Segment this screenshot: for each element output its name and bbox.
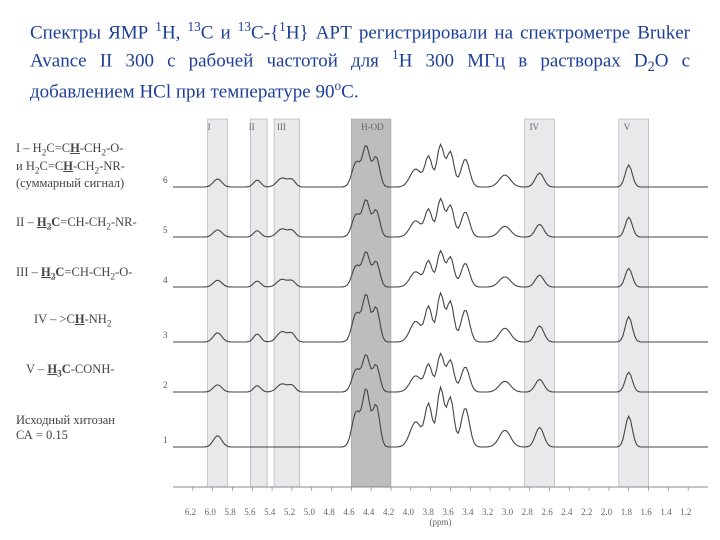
nmr-figure: I – H2C=CH-CH2-O-и H2C=CH-CH2-NR-(суммар… [8, 117, 712, 527]
x-tick: 4.0 [403, 507, 414, 517]
x-tick: 5.4 [264, 507, 275, 517]
assignment-label: II – H2C=CH-CH2-NR- [16, 215, 137, 233]
x-tick: 3.0 [502, 507, 513, 517]
x-tick: 2.0 [601, 507, 612, 517]
assignment-label: I – H2C=CH-CH2-O-и H2C=CH-CH2-NR-(суммар… [16, 141, 125, 191]
x-tick: 2.8 [522, 507, 533, 517]
trace-label: 5 [163, 225, 168, 235]
x-tick: 3.8 [423, 507, 434, 517]
x-tick: 4.8 [324, 507, 335, 517]
x-tick: 1.6 [641, 507, 652, 517]
x-tick: 1.8 [621, 507, 632, 517]
x-tick: 5.0 [304, 507, 315, 517]
trace-label: 1 [163, 435, 168, 445]
x-tick: 1.4 [660, 507, 671, 517]
trace-label: 4 [163, 275, 168, 285]
trace-label: 2 [163, 380, 168, 390]
band-label: IV [530, 122, 540, 132]
x-tick: 2.4 [561, 507, 572, 517]
band-label: V [624, 122, 631, 132]
assignment-label: IV – >CH-NH2 [34, 312, 112, 330]
band-label: I [208, 122, 211, 132]
x-tick: 5.2 [284, 507, 295, 517]
x-tick: 3.6 [442, 507, 453, 517]
x-tick: 3.2 [482, 507, 493, 517]
x-tick: 6.0 [205, 507, 216, 517]
assignment-label: V – H3C-CONH- [26, 362, 115, 380]
assignment-label: III – H2C=CH-CH2-O- [16, 265, 132, 283]
caption-text: Спектры ЯМР 1Н, 13С и 13С-{1H} АРТ регис… [0, 0, 720, 113]
x-tick: 3.4 [462, 507, 473, 517]
x-tick: 4.4 [363, 507, 374, 517]
x-tick: 5.8 [224, 507, 235, 517]
x-tick: 2.2 [581, 507, 592, 517]
x-tick: 4.2 [383, 507, 394, 517]
assignment-label: Исходный хитозанСА = 0.15 [16, 413, 115, 443]
band-label: H-OD [361, 122, 384, 132]
trace-label: 6 [163, 175, 168, 185]
trace-label: 3 [163, 330, 168, 340]
band-label: III [277, 122, 286, 132]
x-tick: 2.6 [541, 507, 552, 517]
x-tick: 5.6 [244, 507, 255, 517]
x-tick: 4.6 [343, 507, 354, 517]
x-axis-label: (ppm) [430, 517, 452, 527]
band-label: II [249, 122, 255, 132]
x-tick: 1.2 [680, 507, 691, 517]
x-tick: 6.2 [185, 507, 196, 517]
